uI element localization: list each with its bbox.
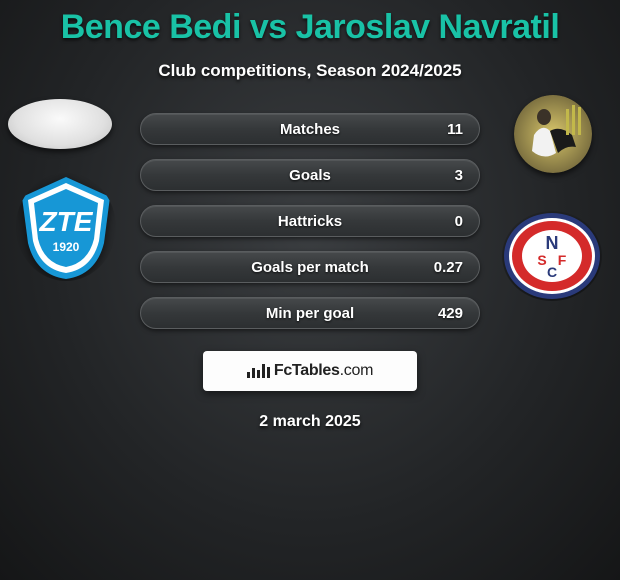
svg-text:N: N (546, 233, 559, 253)
player-left-image (8, 99, 112, 149)
brand-name: FcTables (274, 362, 340, 379)
stat-label: Min per goal (266, 305, 354, 322)
stat-bars: Matches 11 Goals 3 Hattricks 0 Goals per match… (140, 113, 480, 329)
stat-value-right: 0 (433, 213, 463, 230)
stat-value-right: 0.27 (433, 259, 463, 276)
stat-bar: Goals per match 0.27 (140, 251, 480, 283)
club-left-badge: ZTE 1920 (16, 173, 116, 281)
stat-bar: Matches 11 (140, 113, 480, 145)
stat-label: Goals per match (251, 259, 369, 276)
svg-text:1920: 1920 (53, 240, 80, 254)
player-right-image (514, 95, 592, 173)
svg-text:ZTE: ZTE (39, 206, 94, 237)
stat-bar: Min per goal 429 (140, 297, 480, 329)
stat-label: Goals (289, 167, 331, 184)
brand-box: FcTables.com (203, 351, 417, 391)
date-text: 2 march 2025 (259, 413, 360, 431)
page-subtitle: Club competitions, Season 2024/2025 (158, 61, 461, 81)
stat-label: Matches (280, 121, 340, 138)
svg-text:C: C (547, 264, 557, 280)
brand-text: FcTables.com (274, 362, 373, 380)
svg-text:S: S (537, 252, 546, 268)
stat-label: Hattricks (278, 213, 342, 230)
stat-bar: Hattricks 0 (140, 205, 480, 237)
stat-bar: Goals 3 (140, 159, 480, 191)
stats-area: ZTE 1920 N S F C Matches 11 Goals 3 Hattrick… (0, 113, 620, 329)
page-title: Bence Bedi vs Jaroslav Navratil (61, 8, 560, 47)
chart-icon (247, 364, 270, 378)
stat-value-right: 429 (433, 305, 463, 322)
stat-value-right: 3 (433, 167, 463, 184)
svg-text:F: F (558, 252, 567, 268)
brand-suffix: .com (340, 362, 373, 379)
club-right-badge: N S F C (502, 211, 602, 301)
stat-value-right: 11 (433, 121, 463, 138)
